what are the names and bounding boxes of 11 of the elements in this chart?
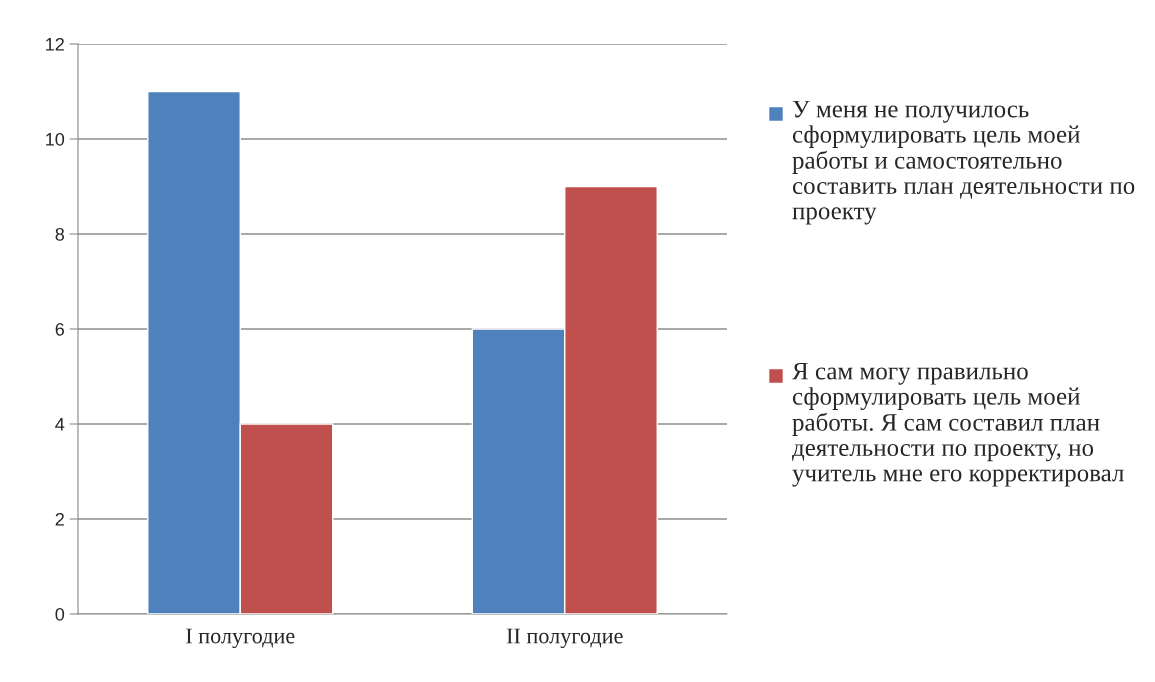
y-tick-label: 4 bbox=[55, 418, 65, 431]
y-tick-label: 2 bbox=[55, 512, 64, 526]
y-tick-label: 8 bbox=[55, 227, 65, 241]
y-tick-label: 10 bbox=[46, 132, 65, 146]
legend-label: Я сам могу правильно сформулировать цель моей работы. Я сам составил план деятельности по проекту, но учитель мне его корректировал bbox=[792, 362, 1124, 487]
y-tick-label: 0 bbox=[55, 607, 65, 621]
x-tick-label: II полугодие bbox=[506, 628, 623, 649]
y-tick-label: 12 bbox=[46, 37, 64, 51]
x-tick-label: I полугодие bbox=[186, 628, 295, 649]
y-tick-label: 6 bbox=[55, 322, 65, 336]
legend-label: У меня не получилось сформулировать цель моей работы и самостоятельно составить план деятельности по проекту bbox=[792, 100, 1135, 225]
